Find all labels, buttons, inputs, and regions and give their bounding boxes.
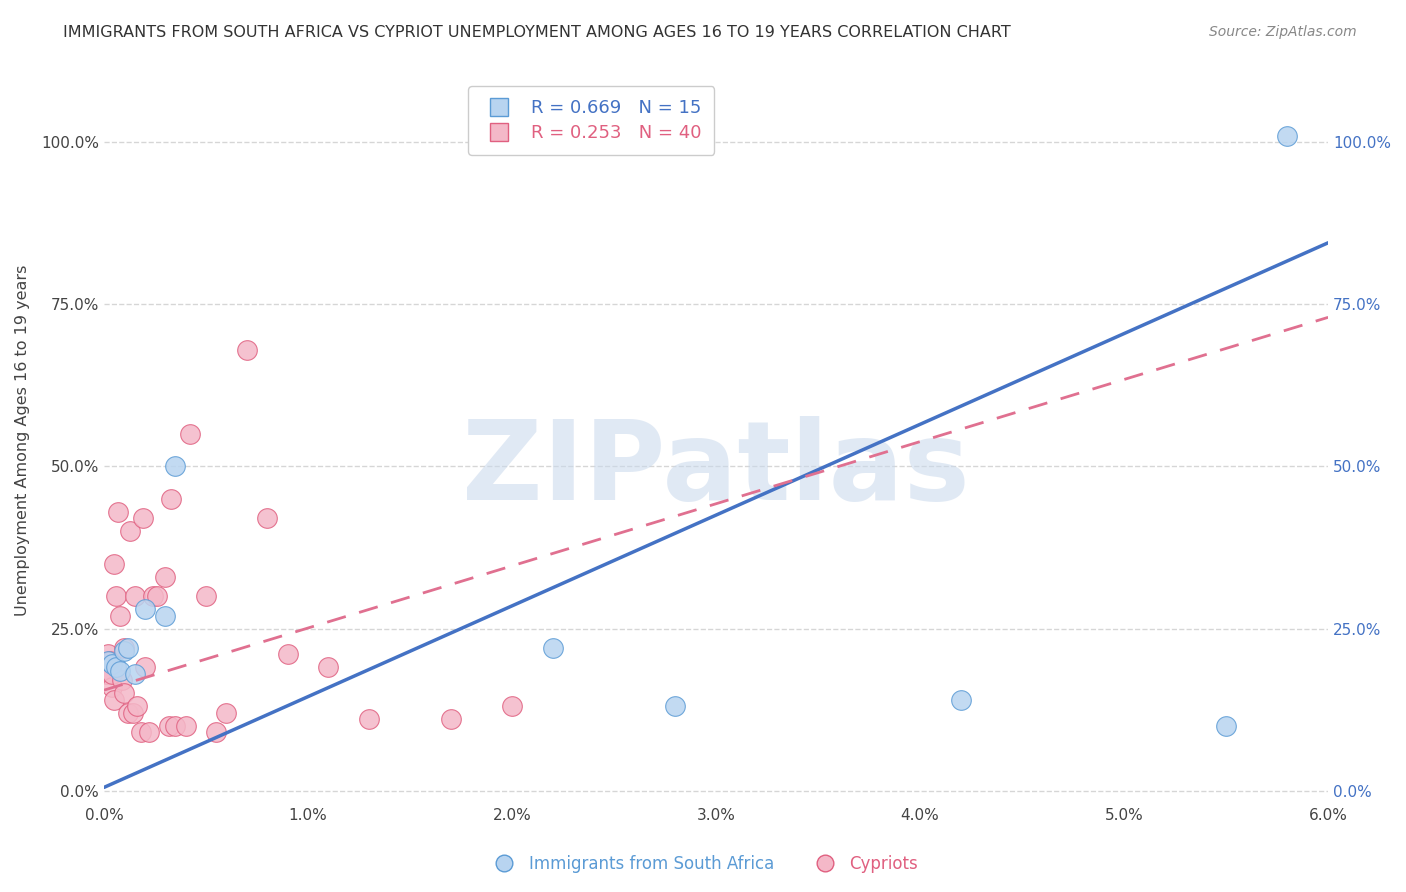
Point xyxy=(112,644,135,658)
Point xyxy=(120,524,142,539)
Point xyxy=(440,712,463,726)
Point xyxy=(256,511,278,525)
Point xyxy=(107,505,129,519)
Point xyxy=(94,667,117,681)
Point xyxy=(125,699,148,714)
Legend: Immigrants from South Africa, Cypriots: Immigrants from South Africa, Cypriots xyxy=(481,848,925,880)
Point xyxy=(949,693,972,707)
Point xyxy=(103,693,125,707)
Point xyxy=(112,686,135,700)
Point xyxy=(103,557,125,571)
Point xyxy=(134,602,156,616)
Point xyxy=(117,640,139,655)
Point xyxy=(142,589,165,603)
Point xyxy=(117,706,139,720)
Point xyxy=(124,667,146,681)
Y-axis label: Unemployment Among Ages 16 to 19 years: Unemployment Among Ages 16 to 19 years xyxy=(15,265,30,616)
Point xyxy=(134,660,156,674)
Point xyxy=(97,654,120,668)
Point xyxy=(146,589,169,603)
Point xyxy=(277,648,299,662)
Point xyxy=(195,589,218,603)
Point xyxy=(153,608,176,623)
Point xyxy=(157,719,180,733)
Text: IMMIGRANTS FROM SOUTH AFRICA VS CYPRIOT UNEMPLOYMENT AMONG AGES 16 TO 19 YEARS C: IMMIGRANTS FROM SOUTH AFRICA VS CYPRIOT … xyxy=(63,25,1011,40)
Point xyxy=(98,654,121,668)
Point xyxy=(110,664,132,678)
Point xyxy=(121,706,143,720)
Point xyxy=(215,706,238,720)
Text: ZIPatlas: ZIPatlas xyxy=(463,416,970,523)
Point xyxy=(318,660,340,674)
Point xyxy=(101,680,124,694)
Point xyxy=(112,640,135,655)
Point xyxy=(359,712,381,726)
Point xyxy=(124,589,146,603)
Point xyxy=(110,608,132,623)
Point xyxy=(179,427,201,442)
Point xyxy=(129,725,152,739)
Point xyxy=(541,640,564,655)
Point xyxy=(153,570,176,584)
Point xyxy=(205,725,228,739)
Point xyxy=(174,719,197,733)
Point xyxy=(1215,719,1237,733)
Legend: R = 0.669   N = 15, R = 0.253   N = 40: R = 0.669 N = 15, R = 0.253 N = 40 xyxy=(468,87,714,155)
Point xyxy=(165,719,187,733)
Point xyxy=(101,667,124,681)
Point xyxy=(165,459,187,474)
Point xyxy=(132,511,155,525)
Point xyxy=(138,725,160,739)
Point xyxy=(664,699,686,714)
Point xyxy=(105,589,128,603)
Point xyxy=(101,657,124,672)
Point xyxy=(501,699,523,714)
Point xyxy=(97,648,120,662)
Point xyxy=(111,673,134,688)
Point xyxy=(160,491,183,506)
Point xyxy=(236,343,259,357)
Point xyxy=(105,660,128,674)
Text: Source: ZipAtlas.com: Source: ZipAtlas.com xyxy=(1209,25,1357,39)
Point xyxy=(1277,128,1299,143)
